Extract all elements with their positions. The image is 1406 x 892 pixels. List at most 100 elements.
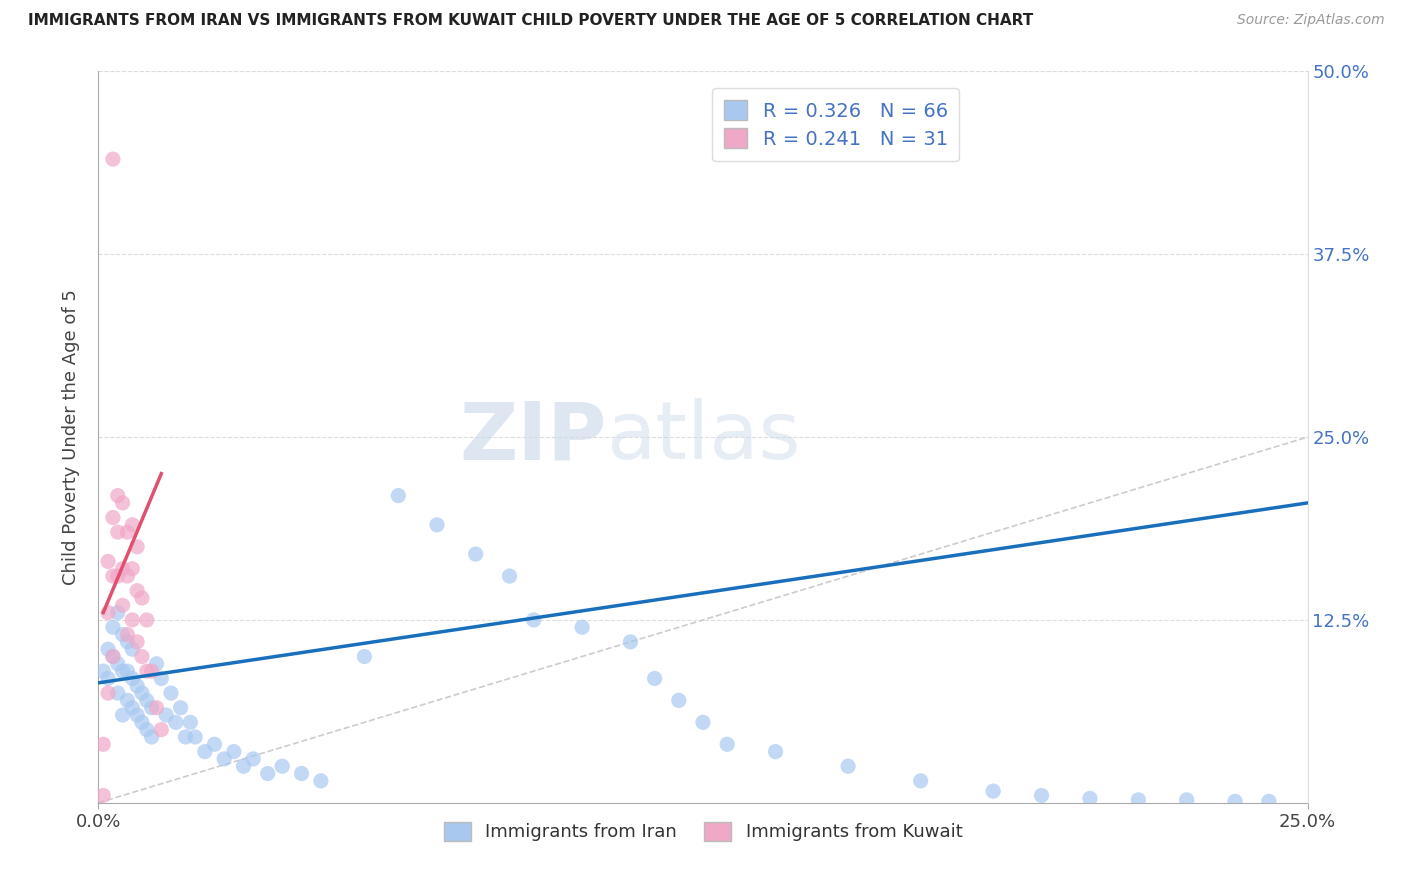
Point: [121, 562, 143, 576]
Point: [1223, 794, 1246, 808]
Point: [169, 700, 191, 714]
Point: [1128, 793, 1150, 807]
Point: [97, 606, 120, 620]
Point: [97, 642, 120, 657]
Point: [111, 708, 134, 723]
Point: [174, 730, 197, 744]
Point: [256, 766, 278, 780]
Point: [121, 613, 143, 627]
Point: [184, 730, 207, 744]
Point: [121, 517, 143, 532]
Point: [135, 723, 157, 737]
Point: [131, 649, 153, 664]
Point: [127, 635, 149, 649]
Point: [194, 745, 217, 759]
Point: [127, 540, 149, 554]
Point: [101, 649, 124, 664]
Point: [117, 525, 139, 540]
Point: [111, 599, 134, 613]
Legend: Immigrants from Iran, Immigrants from Kuwait: Immigrants from Iran, Immigrants from Ku…: [436, 814, 970, 848]
Point: [232, 759, 254, 773]
Point: [141, 700, 163, 714]
Point: [160, 686, 183, 700]
Point: [150, 723, 173, 737]
Y-axis label: Child Poverty Under the Age of 5: Child Poverty Under the Age of 5: [62, 289, 80, 585]
Point: [498, 569, 520, 583]
Point: [135, 613, 157, 627]
Text: atlas: atlas: [606, 398, 800, 476]
Point: [117, 693, 139, 707]
Point: [619, 635, 641, 649]
Point: [150, 672, 173, 686]
Point: [668, 693, 690, 707]
Point: [145, 700, 167, 714]
Point: [426, 517, 449, 532]
Point: [155, 708, 177, 723]
Point: [309, 773, 332, 788]
Point: [644, 672, 666, 686]
Point: [107, 657, 129, 671]
Point: [765, 745, 787, 759]
Point: [353, 649, 375, 664]
Point: [117, 627, 139, 641]
Point: [121, 642, 143, 657]
Point: [131, 715, 153, 730]
Point: [1078, 791, 1101, 805]
Point: [165, 715, 187, 730]
Point: [111, 562, 134, 576]
Point: [981, 784, 1004, 798]
Point: [910, 773, 932, 788]
Point: [127, 708, 149, 723]
Point: [101, 620, 124, 634]
Point: [1175, 793, 1198, 807]
Point: [107, 569, 129, 583]
Point: [127, 583, 149, 598]
Point: [97, 686, 120, 700]
Point: [91, 789, 114, 803]
Point: [271, 759, 294, 773]
Point: [101, 510, 124, 524]
Point: [692, 715, 714, 730]
Point: [107, 489, 129, 503]
Point: [121, 700, 143, 714]
Point: [141, 664, 163, 678]
Point: [145, 657, 167, 671]
Point: [107, 525, 129, 540]
Point: [111, 627, 134, 641]
Text: ZIP: ZIP: [458, 398, 606, 476]
Point: [290, 766, 312, 780]
Point: [1031, 789, 1053, 803]
Point: [242, 752, 264, 766]
Text: IMMIGRANTS FROM IRAN VS IMMIGRANTS FROM KUWAIT CHILD POVERTY UNDER THE AGE OF 5 : IMMIGRANTS FROM IRAN VS IMMIGRANTS FROM …: [28, 13, 1033, 29]
Point: [716, 737, 738, 751]
Point: [107, 606, 129, 620]
Point: [107, 686, 129, 700]
Point: [121, 672, 143, 686]
Point: [97, 672, 120, 686]
Point: [837, 759, 859, 773]
Point: [127, 679, 149, 693]
Point: [101, 649, 124, 664]
Point: [101, 569, 124, 583]
Point: [212, 752, 235, 766]
Point: [179, 715, 201, 730]
Point: [111, 496, 134, 510]
Point: [141, 730, 163, 744]
Point: [101, 152, 124, 166]
Point: [571, 620, 593, 634]
Point: [204, 737, 226, 751]
Point: [135, 693, 157, 707]
Point: [117, 664, 139, 678]
Point: [117, 635, 139, 649]
Point: [91, 664, 114, 678]
Point: [135, 664, 157, 678]
Point: [117, 569, 139, 583]
Point: [131, 686, 153, 700]
Point: [97, 554, 120, 568]
Point: [1257, 794, 1279, 808]
Point: [523, 613, 546, 627]
Point: [131, 591, 153, 605]
Point: [111, 664, 134, 678]
Point: [222, 745, 245, 759]
Point: [387, 489, 409, 503]
